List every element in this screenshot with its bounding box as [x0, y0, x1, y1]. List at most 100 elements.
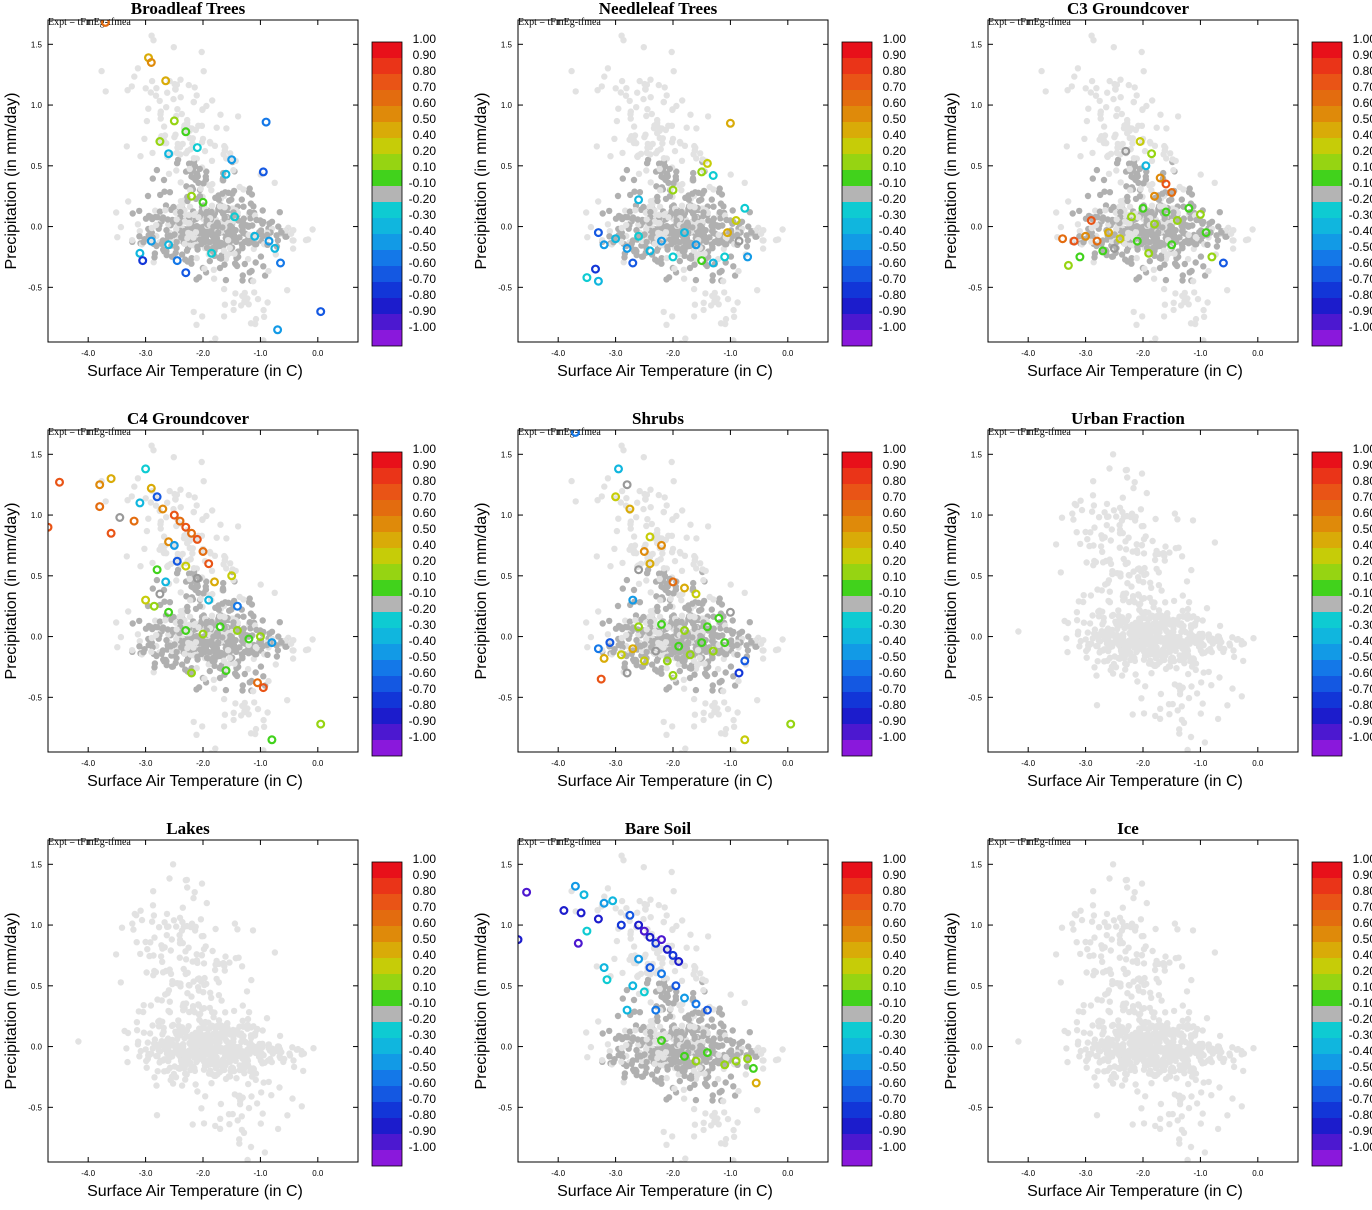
bg-point: [231, 300, 237, 306]
bg-point: [1171, 251, 1177, 257]
colorbar-label: -0.90: [409, 304, 437, 318]
bg-point: [723, 217, 729, 223]
bg-point: [303, 237, 309, 243]
bg-point: [712, 700, 718, 706]
x-tick-label: -3.0: [1079, 759, 1093, 768]
colorbar-label: -0.10: [409, 586, 437, 600]
bg-point: [619, 216, 625, 222]
bg-point: [162, 617, 168, 623]
bg-point: [1204, 605, 1210, 611]
bg-point: [1065, 620, 1071, 626]
colorbar-cell: [842, 154, 872, 170]
bg-point: [130, 210, 136, 216]
bg-point: [745, 647, 751, 653]
bg-point: [1215, 716, 1221, 722]
bg-point: [1130, 711, 1136, 717]
bg-point: [634, 662, 640, 668]
colorbar-cell: [372, 740, 402, 756]
bg-point: [232, 290, 238, 296]
colorbar-cell: [842, 516, 872, 532]
bg-point: [1186, 301, 1192, 307]
y-tick-label: 0.5: [31, 572, 43, 581]
y-tick-label: 1.0: [501, 101, 513, 110]
bg-point: [710, 186, 716, 192]
bg-point: [182, 256, 188, 262]
colorbar-label: 0.40: [413, 128, 437, 142]
bg-point: [288, 231, 294, 237]
bg-point: [136, 208, 142, 214]
data-point: [647, 534, 654, 541]
bg-point: [1125, 535, 1131, 541]
bg-point: [657, 166, 663, 172]
bg-point: [1188, 734, 1194, 740]
bg-point: [220, 561, 226, 567]
bg-point: [1117, 505, 1123, 511]
bg-point: [164, 252, 170, 258]
bg-point: [647, 209, 653, 215]
data-point: [736, 238, 743, 245]
y-tick-label: 1.0: [971, 511, 983, 520]
colorbar-cell: [1312, 484, 1342, 500]
colorbar-cell: [1312, 612, 1342, 628]
bg-point: [261, 314, 267, 320]
bg-point: [1075, 221, 1081, 227]
bg-point: [654, 658, 660, 664]
data-point: [647, 248, 654, 255]
bg-point: [1081, 592, 1087, 598]
colorbar-cell: [842, 90, 872, 106]
bg-point: [1135, 574, 1141, 580]
bg-point: [1115, 607, 1121, 613]
bg-point: [179, 111, 185, 117]
bg-point: [154, 577, 160, 583]
bg-point: [600, 210, 606, 216]
bg-point: [773, 647, 779, 653]
bg-point: [1191, 289, 1197, 295]
y-tick-label: -0.5: [498, 693, 512, 702]
bg-point: [716, 711, 722, 717]
bg-point: [1185, 653, 1191, 659]
bg-point: [1175, 707, 1181, 713]
bg-point: [1145, 622, 1151, 628]
y-tick-label: 0.5: [31, 162, 43, 171]
colorbar-cell: [372, 692, 402, 708]
bg-point: [607, 563, 613, 569]
bg-point: [1156, 607, 1162, 613]
bg-point: [1089, 150, 1095, 156]
bg-point: [163, 227, 169, 233]
bg-point: [1081, 136, 1087, 142]
bg-point: [1115, 141, 1121, 147]
bg-point: [656, 220, 662, 226]
bg-point: [1173, 665, 1179, 671]
bg-point: [734, 642, 740, 648]
data-point: [1197, 211, 1204, 218]
bg-point: [1157, 203, 1163, 209]
bg-point: [678, 619, 684, 625]
bg-point: [658, 556, 664, 562]
bg-point: [681, 267, 687, 273]
bg-point: [1139, 123, 1145, 129]
bg-point: [1184, 239, 1190, 245]
data-point: [1059, 235, 1066, 242]
bg-point: [200, 136, 206, 142]
colorbar-label: 0.10: [413, 570, 437, 584]
bg-point: [734, 299, 740, 305]
plot-frame: [988, 430, 1298, 752]
bg-point: [621, 254, 627, 260]
bg-point: [1170, 626, 1176, 632]
x-tick-label: -2.0: [196, 759, 210, 768]
bg-point: [1162, 145, 1168, 151]
bg-point: [201, 68, 207, 74]
points-layer: [1038, 33, 1255, 347]
bg-point: [1117, 209, 1123, 215]
bg-point: [1205, 647, 1211, 653]
bg-point: [1120, 530, 1126, 536]
bg-point: [260, 747, 266, 753]
bg-point: [153, 85, 159, 91]
bg-point: [1157, 706, 1163, 712]
bg-point: [157, 111, 163, 117]
bg-point: [193, 322, 199, 328]
bg-point: [1108, 537, 1114, 543]
bg-point: [199, 313, 205, 319]
bg-point: [184, 604, 190, 610]
bg-point: [1127, 166, 1133, 172]
